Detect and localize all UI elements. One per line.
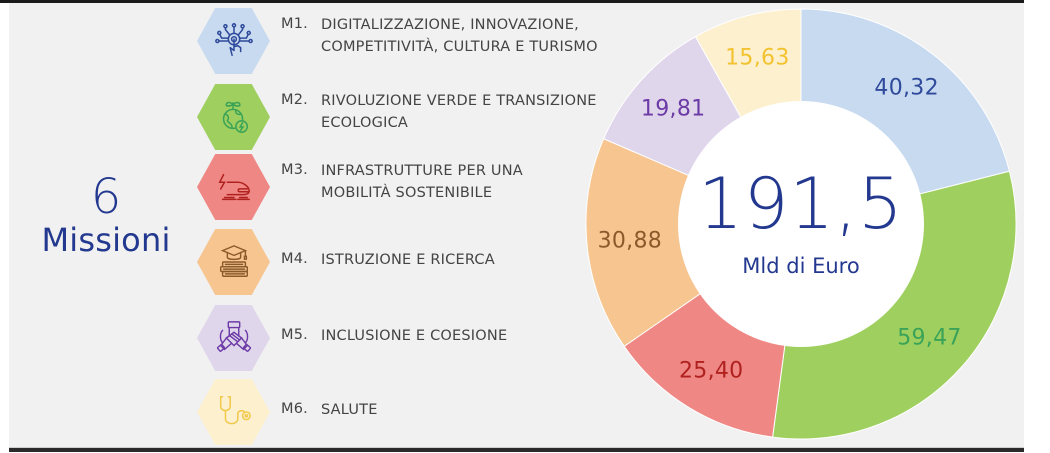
missions-count: 6 (90, 169, 122, 225)
green-earth-energy-icon (222, 101, 249, 133)
mission-label: RIVOLUZIONE VERDE E TRANSIZIONE ECOLOGIC… (321, 93, 597, 131)
frame-top-border (0, 0, 1024, 3)
hexagon-m6 (197, 379, 270, 445)
joined-hands-icon (216, 321, 252, 352)
mission-label: INCLUSIONE E COESIONE (321, 328, 508, 344)
mission-code: M6. (281, 401, 308, 417)
hexagon-m4 (197, 229, 270, 295)
mission-label: ISTRUZIONE E RICERCA (321, 252, 495, 268)
mission-code: M2. (281, 92, 308, 108)
mission-code: M4. (281, 251, 308, 267)
frame-bottom-border (9, 447, 1024, 452)
mission-row-m2: M2. RIVOLUZIONE VERDE E TRANSIZIONE ECOL… (197, 84, 597, 150)
mission-row-m6: M6. SALUTE (197, 379, 597, 445)
mission-row-m3: M3. INFRASTRUTTURE PER UNA MOBILITÀ SOST… (197, 154, 597, 220)
mission-row-m4: M4. ISTRUZIONE E RICERCA (197, 229, 597, 295)
stethoscope-icon (219, 396, 251, 425)
hexagon-m2 (197, 84, 270, 150)
mission-row-m1: M1. DIGITALIZZAZIONE, INNOVAZIONE, COMPE… (197, 8, 598, 74)
missions-word: Missioni (41, 221, 171, 259)
hexagon-m3 (197, 154, 270, 220)
mission-code: M3. (281, 162, 308, 178)
mission-label: DIGITALIZZAZIONE, INNOVAZIONE, COMPETITI… (321, 17, 598, 55)
hexagon-m5 (197, 305, 270, 371)
hexagon-m1 (197, 8, 270, 74)
mission-label: INFRASTRUTTURE PER UNA MOBILITÀ SOSTENIB… (321, 163, 523, 201)
digital-touch-icon (215, 23, 253, 57)
mission-code: M1. (281, 16, 308, 32)
mission-label: SALUTE (321, 402, 378, 418)
graduation-books-icon (219, 245, 249, 277)
missions-title: 6 Missioni (22, 172, 190, 258)
mission-row-m5: M5. INCLUSIONE E COESIONE (197, 305, 597, 371)
mission-code: M5. (281, 327, 308, 343)
electric-train-icon (218, 173, 250, 201)
